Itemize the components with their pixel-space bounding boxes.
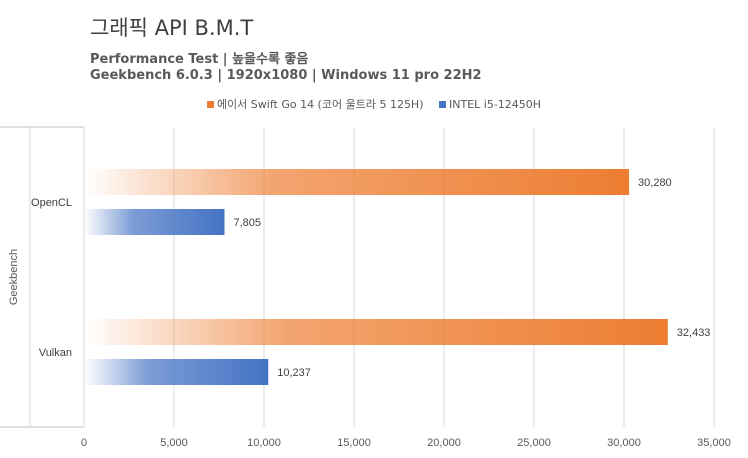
chart-subtitle-1: Performance Test | 높을수록 좋음 [90,52,309,67]
group-label: Geekbench [8,249,20,305]
legend: 에이서 Swift Go 14 (코어 울트라 5 125H) INTEL i5… [0,96,748,112]
legend-swatch-intel [439,101,446,108]
chart-title: 그래픽 API B.M.T [90,16,254,40]
data-label: 30,280 [638,177,672,189]
legend-item-intel: INTEL i5-12450H [439,98,541,111]
bar-opencl-intel [84,209,225,235]
legend-swatch-acer [206,101,214,108]
bar-opencl-acer [84,169,630,195]
legend-label-acer: 에이서 Swift Go 14 (코어 울트라 5 125H) [216,98,424,111]
legend-label-intel: INTEL i5-12450H [449,98,542,111]
x-tick-label: 0 [81,437,87,449]
data-label: 7,805 [233,217,261,229]
x-tick-label: 10,000 [247,437,281,449]
data-label: 32,433 [677,327,711,339]
bar-vulkan-intel [84,359,269,385]
x-tick-label: 35,000 [697,437,731,449]
x-tick-label: 15,000 [337,437,371,449]
category-label: OpenCL [31,197,72,209]
legend-item-acer: 에이서 Swift Go 14 (코어 울트라 5 125H) [206,96,424,112]
x-tick-label: 5,000 [160,437,188,449]
bar-vulkan-acer [84,319,668,345]
chart-subtitle-2: Geekbench 6.0.3 | 1920x1080 | Windows 11… [90,68,482,83]
x-tick-label: 20,000 [427,437,461,449]
category-label: Vulkan [39,347,72,359]
x-tick-label: 30,000 [607,437,641,449]
data-label: 10,237 [277,367,311,379]
x-tick-label: 25,000 [517,437,551,449]
